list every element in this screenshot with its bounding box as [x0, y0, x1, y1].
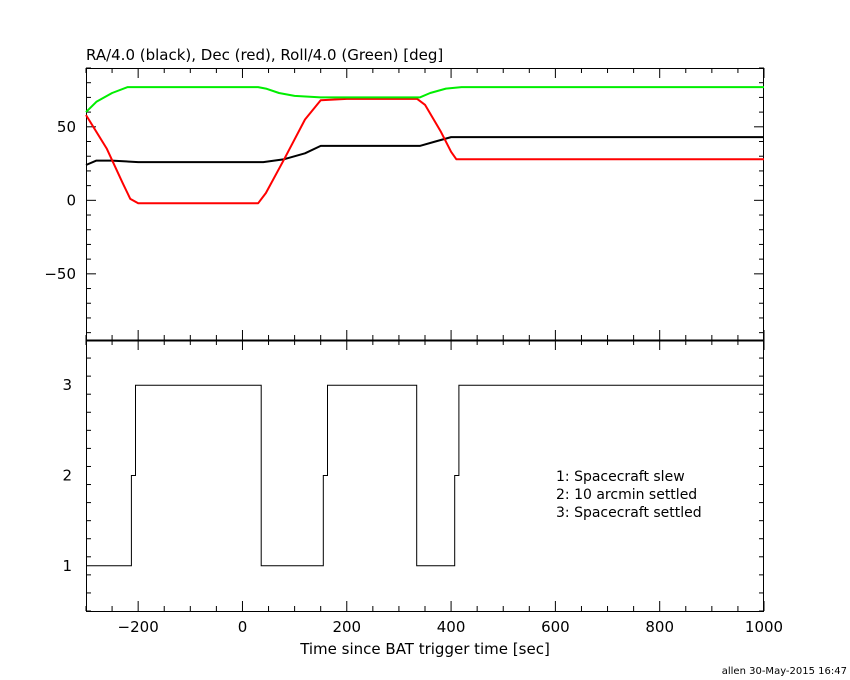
- legend-line-3: 3: Spacecraft settled: [556, 505, 702, 521]
- top-series-group: [85, 86, 764, 205]
- legend-line-2: 2: 10 arcmin settled: [556, 487, 697, 503]
- footer-stamp: allen 30-May-2015 16:47: [722, 666, 847, 677]
- x-tick-label: −200: [118, 618, 159, 636]
- x-tick-label: 800: [645, 618, 674, 636]
- top-y-tick-label: −50: [44, 265, 76, 283]
- top-panel-title: RA/4.0 (black), Dec (red), Roll/4.0 (Gre…: [86, 46, 443, 64]
- legend-line-1: 1: Spacecraft slew: [556, 469, 685, 485]
- x-tick-label: 200: [332, 618, 361, 636]
- bottom-panel: 1 2 3 −200 0 200 400 600 800 1000 1: Spacecraft s…: [62, 339, 783, 658]
- top-plot-frame: [86, 68, 764, 341]
- x-tick-label: 1000: [745, 618, 783, 636]
- top-axis-ticks: −50 0 50: [44, 67, 765, 340]
- x-tick-label: 600: [541, 618, 570, 636]
- bottom-y-tick-label: 1: [62, 557, 72, 575]
- x-tick-label: 400: [437, 618, 466, 636]
- top-y-tick-label: 0: [66, 191, 76, 209]
- x-tick-label: 0: [238, 618, 248, 636]
- bottom-y-tick-label: 3: [62, 376, 72, 394]
- bottom-axis-ticks: 1 2 3 −200 0 200 400 600 800 1000: [62, 339, 783, 636]
- series-line-dec: [85, 97, 764, 205]
- bottom-y-tick-label: 2: [62, 467, 72, 485]
- top-panel: RA/4.0 (black), Dec (red), Roll/4.0 (Gre…: [44, 46, 765, 341]
- top-y-tick-label: 50: [57, 118, 76, 136]
- settle-status-line: [86, 384, 764, 567]
- series-line-ra: [85, 136, 764, 166]
- series-line-roll: [85, 86, 764, 113]
- bottom-series-group: [86, 384, 764, 567]
- x-axis-label: Time since BAT trigger time [sec]: [299, 640, 550, 658]
- legend: 1: Spacecraft slew 2: 10 arcmin settled …: [556, 469, 702, 521]
